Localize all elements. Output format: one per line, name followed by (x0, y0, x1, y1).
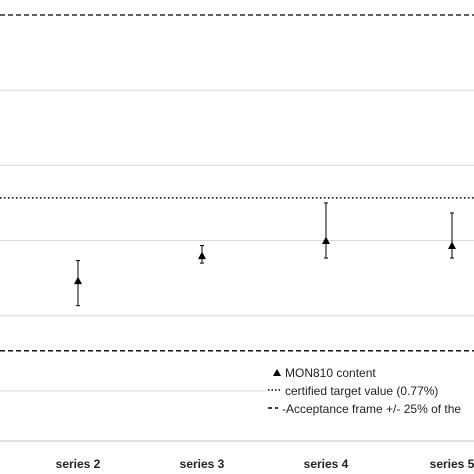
x-tick-label: series 5 (430, 457, 474, 471)
legend-label-acceptance: -Acceptance frame +/- 25% of the (282, 402, 461, 416)
data-point-2 (74, 276, 82, 285)
data-point-4 (322, 236, 330, 245)
data-point-5 (448, 241, 456, 250)
legend-item-target: certified target value (0.77%) (268, 384, 438, 398)
triangle-marker-icon (273, 369, 281, 376)
gridlines (0, 89, 474, 392)
x-tick-label: series 4 (304, 457, 349, 471)
reference-lines (0, 14, 474, 352)
data-series-mon810 (74, 202, 456, 307)
legend-label-target: certified target value (0.77%) (285, 384, 438, 398)
legend-box (266, 364, 474, 428)
x-tick-labels: series 2 series 3 series 4 series 5 (56, 457, 474, 471)
legend-item-mon810: MON810 content (273, 366, 376, 380)
legend-label-mon810: MON810 content (285, 366, 376, 380)
data-point-3 (198, 251, 206, 260)
x-tick-label: series 3 (180, 457, 225, 471)
legend: MON810 content certified target value (0… (266, 364, 474, 428)
x-tick-label: series 2 (56, 457, 101, 471)
legend-item-acceptance: -Acceptance frame +/- 25% of the (268, 402, 461, 416)
